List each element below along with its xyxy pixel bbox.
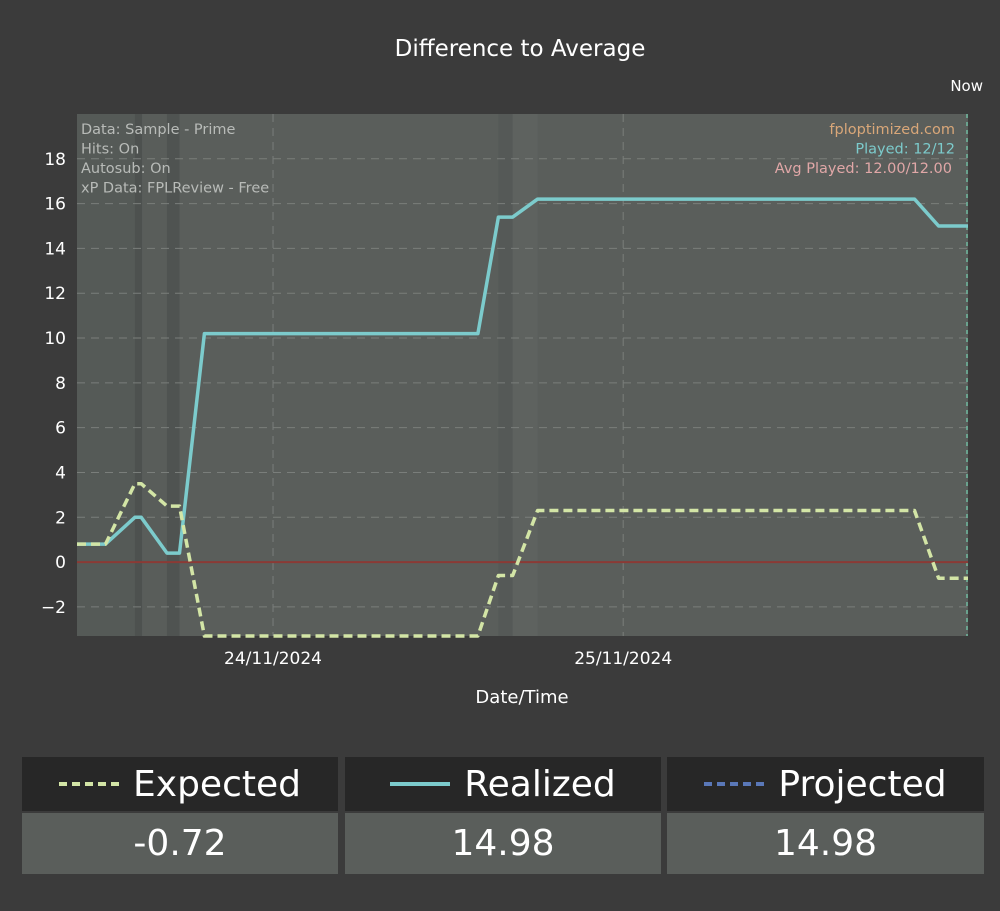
legend-realized-header: Realized (345, 757, 661, 811)
expected-swatch (59, 782, 120, 786)
x-tick-label: 24/11/2024 (224, 649, 322, 669)
y-tick-label: −2 (41, 598, 66, 618)
legend-expected-value: -0.72 (22, 813, 338, 874)
plot-band (512, 114, 538, 636)
projected-swatch (704, 782, 765, 786)
legend-expected: Expected -0.72 (22, 757, 338, 874)
info-line: Data: Sample - Prime (81, 122, 236, 138)
y-tick-label: 16 (44, 195, 66, 215)
y-tick-label: 6 (55, 419, 66, 439)
realized-swatch (390, 782, 451, 786)
legend-expected-label: Expected (133, 763, 301, 805)
info-line: Autosub: On (81, 161, 171, 177)
series-line-expected (77, 481, 968, 638)
legend-realized: Realized 14.98 (345, 757, 661, 874)
y-tick-label: 10 (44, 329, 66, 349)
info-line: xP Data: FPLReview - Free (81, 181, 269, 197)
now-label: Now (950, 77, 983, 95)
brand-played: Played: 12/12 (855, 142, 955, 158)
chart-title: Difference to Average (395, 36, 646, 62)
brand-avg-played: Avg Played: 12.00/12.00 (775, 161, 952, 177)
legend-projected: Projected 14.98 (667, 757, 984, 874)
x-tick-label: 25/11/2024 (574, 649, 672, 669)
chart-svg: −2 0 2 4 6 8 10 12 14 16 18 24/11/2024 25/11/2024 Dif… (41, 36, 983, 708)
legend-projected-value: 14.98 (667, 813, 984, 874)
y-tick-label: 14 (44, 239, 66, 259)
y-tick-label: 18 (44, 150, 66, 170)
plot-band (134, 114, 143, 636)
series-line-realized (77, 197, 968, 555)
plot-band (77, 114, 135, 636)
y-tick-label: 4 (55, 463, 66, 483)
legend-realized-label: Realized (464, 763, 616, 805)
brand-site: fploptimized.com (829, 122, 955, 138)
chart: −2 0 2 4 6 8 10 12 14 16 18 24/11/2024 25/11/2024 Dif… (41, 36, 983, 708)
x-axis-label: Date/Time (475, 687, 568, 708)
plot-band (498, 114, 513, 636)
y-tick-label: 2 (55, 508, 66, 528)
y-tick-label: 8 (55, 374, 66, 394)
legend-projected-label: Projected (778, 763, 947, 805)
legend-realized-value: 14.98 (345, 813, 661, 874)
legend-expected-header: Expected (22, 757, 338, 811)
info-line: Hits: On (81, 142, 139, 158)
legend-projected-header: Projected (667, 757, 984, 811)
y-tick-label: 12 (44, 284, 66, 304)
y-tick-label: 0 (55, 553, 66, 573)
